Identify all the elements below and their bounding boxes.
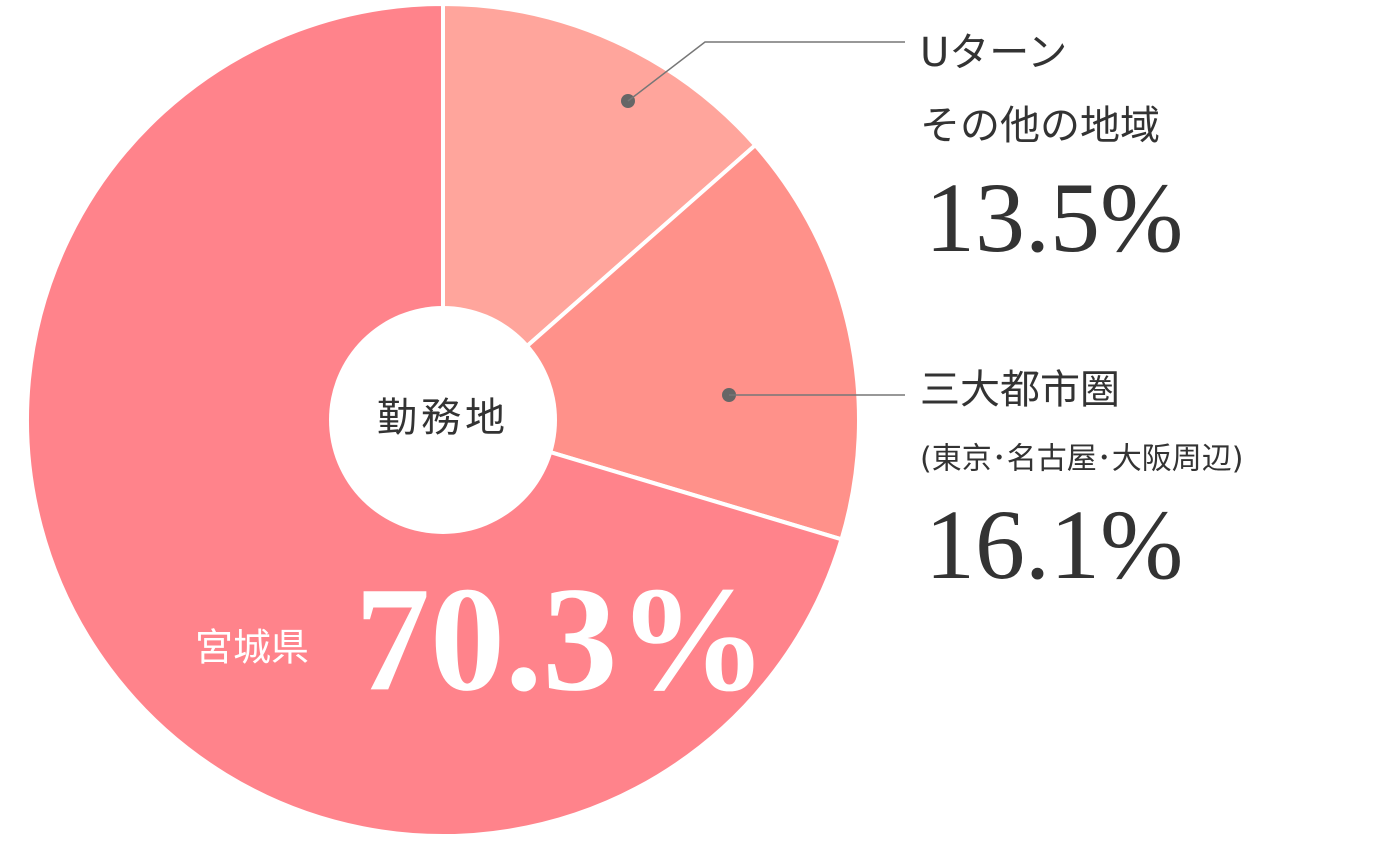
center-hole — [329, 306, 557, 534]
slice-label: Uターン — [920, 30, 1067, 76]
slice-label: 三大都市圏 — [920, 367, 1120, 413]
slice-sublabel: その他の地域 — [920, 103, 1160, 149]
value-label: 16.1% — [925, 489, 1183, 600]
center-label: 勤務地 — [377, 395, 509, 441]
pie-slice — [441, 1, 759, 425]
value-label: 70.3% — [355, 556, 768, 722]
slice-sublabel: (東京･名古屋･大阪周辺) — [920, 442, 1243, 477]
leader-line — [627, 41, 905, 102]
value-label: 13.5% — [925, 162, 1183, 273]
slice-label: 宮城県 — [195, 626, 309, 670]
